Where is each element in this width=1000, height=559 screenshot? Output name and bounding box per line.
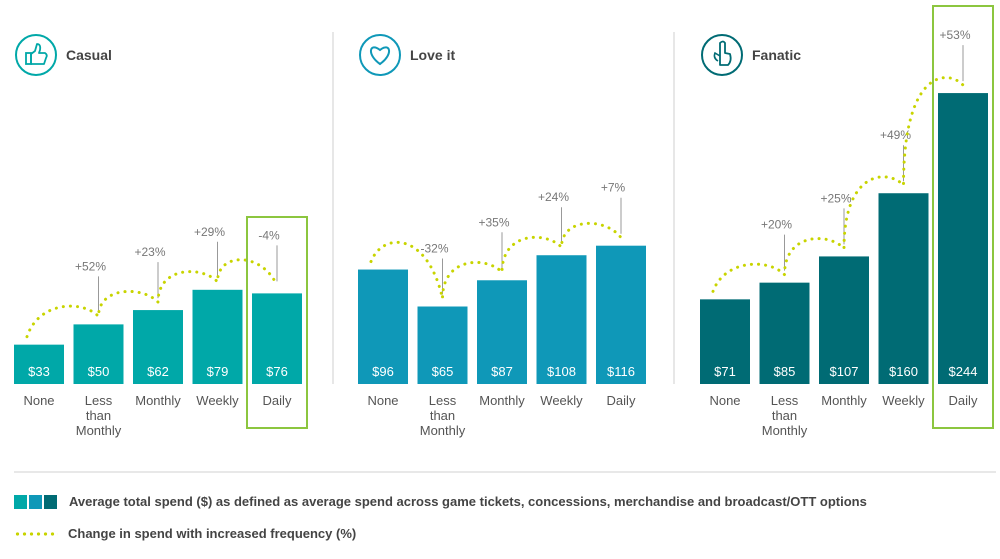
category-label: None	[367, 393, 398, 408]
bar	[133, 310, 183, 384]
bar	[192, 289, 243, 384]
legend-bars-label: Average total spend ($) as defined as av…	[69, 494, 867, 509]
bar-value-label: $108	[547, 364, 576, 379]
bar	[358, 269, 408, 384]
pointing-finger-icon	[701, 34, 743, 76]
bar	[878, 193, 929, 384]
bar-value-label: $87	[491, 364, 513, 379]
icon-circle	[15, 34, 57, 76]
bar-value-label: $71	[714, 364, 736, 379]
spend-by-frequency-chart: Casual$33None$50LessthanMonthly$62Monthl…	[14, 5, 996, 473]
bar-value-label: $76	[266, 364, 288, 379]
heart-icon	[359, 34, 401, 76]
panel-title: Fanatic	[752, 47, 801, 63]
panel-title: Love it	[410, 47, 455, 63]
change-label: +24%	[538, 190, 569, 204]
change-label: +20%	[761, 218, 792, 232]
bar	[477, 280, 527, 384]
bar	[252, 293, 302, 384]
category-label: Monthly	[420, 423, 466, 438]
legend-dotted-line-icon	[14, 531, 58, 536]
panel-love-it: Love it$96None$65LessthanMonthly$87Month…	[358, 34, 646, 438]
highlight-box	[932, 5, 994, 429]
category-label: Monthly	[821, 393, 867, 408]
change-label: -32%	[420, 242, 448, 256]
category-label: None	[709, 393, 740, 408]
highlight-box	[246, 216, 308, 429]
change-label: +23%	[134, 245, 165, 259]
category-label: Monthly	[76, 423, 122, 438]
bar	[759, 282, 810, 384]
category-label: Less	[429, 393, 457, 408]
category-label: Weekly	[540, 393, 583, 408]
icon-circle	[359, 34, 401, 76]
change-dotted-line	[711, 76, 965, 293]
bar-value-label: $62	[147, 364, 169, 379]
category-label: Daily	[949, 393, 978, 408]
bar-value-label: $65	[432, 364, 454, 379]
bar-value-label: $160	[889, 364, 918, 379]
legend-line-label: Change in spend with increased frequency…	[68, 526, 357, 541]
legend-bars-swatches	[14, 494, 57, 509]
bar	[73, 324, 124, 384]
change-dotted-line	[25, 258, 279, 339]
category-label: None	[23, 393, 54, 408]
bar-value-label: $33	[28, 364, 50, 379]
bar-value-label: $85	[774, 364, 796, 379]
category-label: than	[430, 408, 455, 423]
category-label: Monthly	[135, 393, 181, 408]
legend-swatch	[29, 494, 42, 509]
bar-value-label: $107	[830, 364, 859, 379]
panel-casual: Casual$33None$50LessthanMonthly$62Monthl…	[14, 34, 308, 438]
bar-value-label: $79	[207, 364, 229, 379]
legend-bars: Average total spend ($) as defined as av…	[14, 494, 867, 509]
panel-fanatic: Fanatic$71None$85LessthanMonthly$107Mont…	[700, 5, 994, 438]
change-label: +49%	[880, 128, 911, 142]
legend-line: Change in spend with increased frequency…	[14, 526, 356, 541]
change-label: +25%	[820, 191, 851, 205]
category-label: Daily	[607, 393, 636, 408]
category-label: Monthly	[479, 393, 525, 408]
legend-swatch	[44, 494, 57, 509]
change-label: +53%	[939, 28, 970, 42]
bar	[700, 299, 750, 384]
bar	[14, 344, 64, 384]
category-label: Less	[771, 393, 799, 408]
change-dotted-line	[369, 222, 623, 299]
bar	[536, 255, 587, 384]
panel-title: Casual	[66, 47, 112, 63]
category-label: Monthly	[762, 423, 808, 438]
thumb-hand	[30, 43, 48, 65]
change-label: +7%	[601, 181, 626, 195]
bar	[938, 93, 988, 385]
thumbs-up-icon	[15, 34, 57, 76]
bar-value-label: $50	[88, 364, 110, 379]
category-label: Weekly	[882, 393, 925, 408]
change-label: +29%	[194, 225, 225, 239]
change-label: -4%	[258, 228, 280, 242]
finger-hand	[719, 40, 732, 66]
category-label: Daily	[263, 393, 292, 408]
category-label: than	[772, 408, 797, 423]
bar	[417, 306, 468, 384]
category-label: Weekly	[196, 393, 239, 408]
heart-shape	[370, 46, 390, 66]
bar-value-label: $96	[372, 364, 394, 379]
change-label: +52%	[75, 259, 106, 273]
bar-value-label: $244	[949, 364, 978, 379]
legend-swatch	[14, 494, 27, 509]
category-label: Less	[85, 393, 113, 408]
change-label: +35%	[478, 215, 509, 229]
finger-thumb	[713, 51, 721, 62]
bar	[596, 245, 646, 384]
icon-circle	[701, 34, 743, 76]
category-label: than	[86, 408, 111, 423]
bar	[819, 256, 869, 384]
bar-value-label: $116	[607, 364, 635, 379]
